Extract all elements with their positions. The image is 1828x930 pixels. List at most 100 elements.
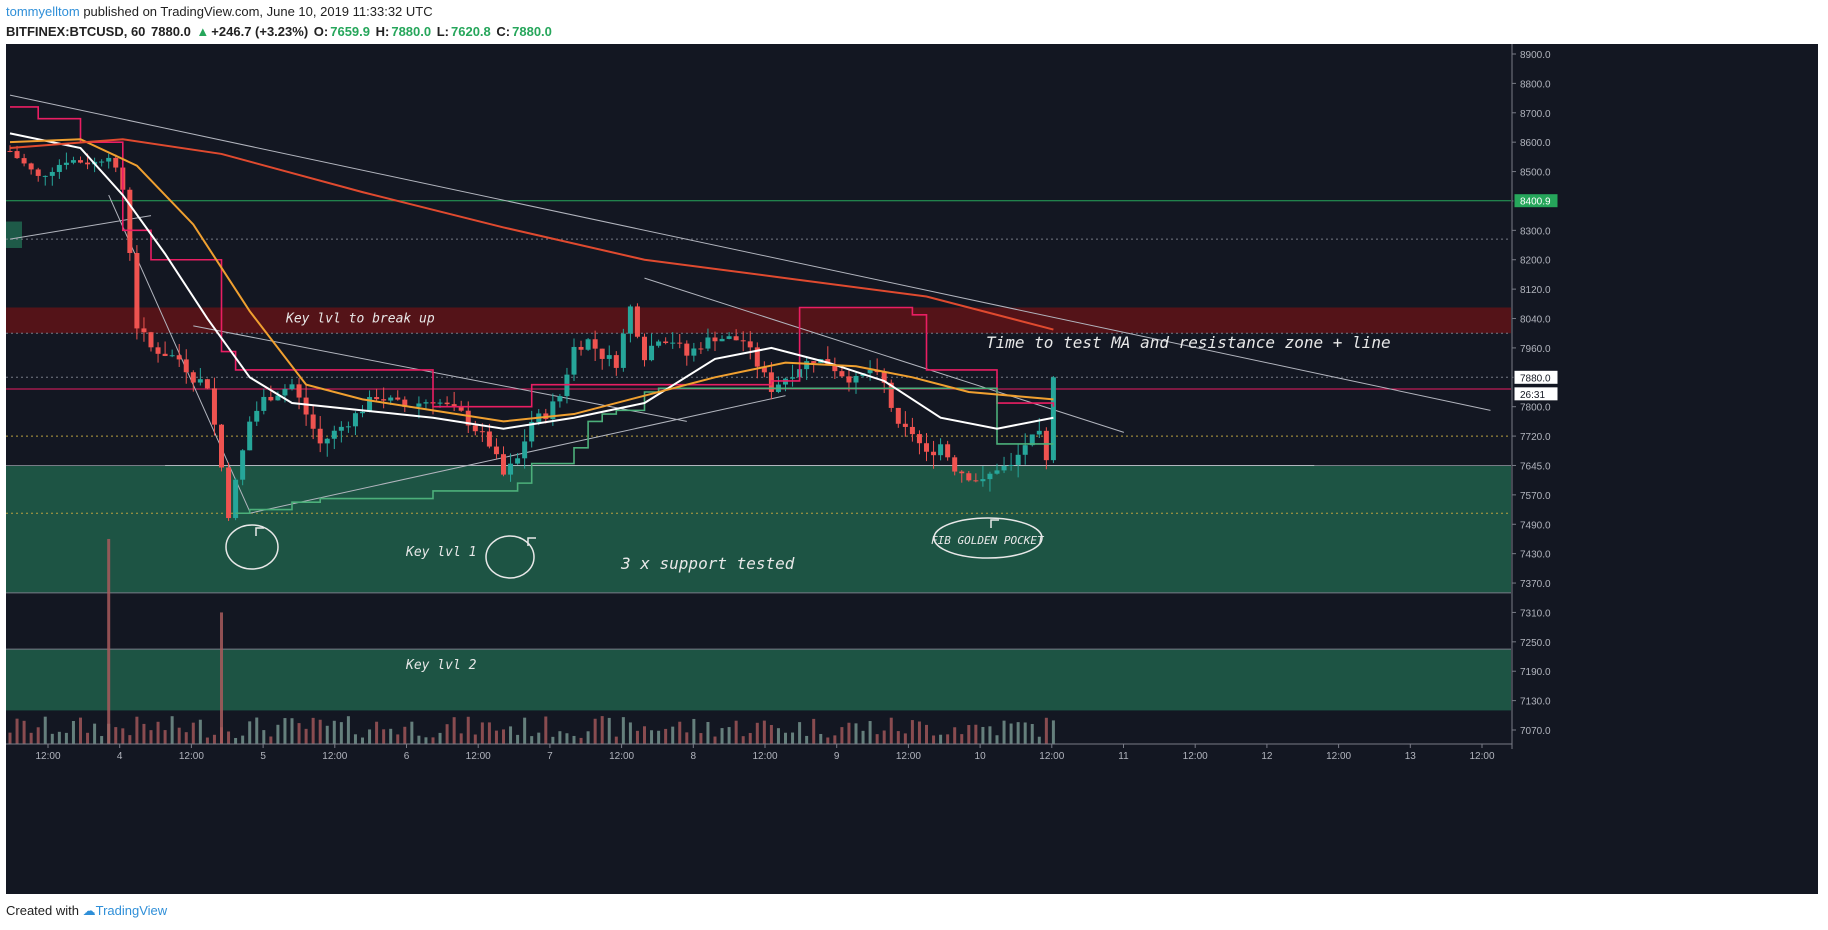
- volume-bar: [917, 721, 921, 744]
- candle-body: [1022, 445, 1028, 455]
- volume-bar: [523, 717, 527, 744]
- price-label: 26:31: [1520, 390, 1545, 401]
- candle-body: [28, 163, 34, 170]
- zone-2: [6, 307, 1511, 334]
- volume-bar: [755, 722, 759, 744]
- candle-body: [832, 364, 838, 372]
- volume-bar: [114, 727, 118, 744]
- volume-bar: [516, 734, 520, 744]
- volume-bar: [734, 720, 738, 744]
- candle-body: [7, 150, 13, 152]
- candle-body: [508, 463, 514, 475]
- moving-average-1: [9, 138, 1054, 423]
- volume-bar: [509, 726, 513, 744]
- volume-spike: [220, 612, 223, 744]
- candle-body: [113, 157, 119, 168]
- annotation-text-1: Time to test MA and resistance zone + li…: [986, 333, 1391, 352]
- candle-body: [162, 353, 168, 356]
- candle-body: [909, 426, 915, 435]
- volume-bar: [502, 729, 505, 744]
- candle-body: [761, 366, 767, 373]
- candle-body: [1029, 434, 1035, 446]
- volume-bar: [854, 723, 858, 744]
- tradingview-logo-icon[interactable]: ☁: [82, 903, 96, 918]
- volume-bar: [784, 732, 787, 744]
- chart-area[interactable]: Key lvl to break up Time to test MA and r…: [6, 44, 1818, 894]
- candle-body: [134, 253, 140, 329]
- volume-bar: [960, 734, 964, 744]
- volume-bar: [798, 722, 802, 744]
- volume-bar: [184, 732, 188, 744]
- candle-body: [458, 406, 464, 411]
- last-price: 7880.0: [151, 24, 191, 39]
- volume-bar: [424, 737, 428, 744]
- volume-bar: [748, 732, 752, 744]
- y-tick-label: 7370.0: [1520, 579, 1551, 590]
- candle-body: [360, 411, 365, 414]
- candle-body: [747, 341, 753, 348]
- candle-body: [479, 431, 485, 433]
- volume-bar: [276, 724, 280, 744]
- candle-body: [219, 424, 224, 468]
- volume-bar: [565, 733, 569, 744]
- volume-bar: [156, 721, 160, 744]
- candle-body: [155, 347, 161, 354]
- volume-bar: [692, 718, 696, 744]
- volume-bar: [93, 723, 97, 744]
- volume-bar: [671, 726, 675, 744]
- y-tick-label: 8120.0: [1520, 285, 1551, 296]
- y-tick-label: 8800.0: [1520, 79, 1551, 90]
- volume-bar: [643, 726, 646, 744]
- price-label-box: [1513, 386, 1559, 402]
- volume-bar: [607, 717, 611, 744]
- candle-body: [938, 444, 944, 456]
- volume-bar: [205, 737, 209, 744]
- x-tick-label: 12:00: [322, 751, 347, 762]
- volume-bar: [50, 733, 54, 744]
- volume-bar: [459, 733, 463, 744]
- zone-0: [6, 465, 1511, 593]
- candle-body: [620, 333, 626, 368]
- volume-bar: [128, 735, 132, 744]
- price-label-box: [1513, 193, 1559, 209]
- volume-bar: [487, 722, 491, 744]
- candle-body: [980, 479, 986, 482]
- candle-body: [1001, 465, 1007, 471]
- candle-body: [945, 444, 951, 458]
- tradingview-brand[interactable]: TradingView: [95, 903, 168, 918]
- candle-body: [303, 397, 309, 415]
- volume-bar: [389, 728, 393, 744]
- y-tick-label: 7190.0: [1520, 667, 1551, 678]
- candle-body: [585, 339, 591, 350]
- candle-body: [592, 339, 598, 349]
- volume-bar: [43, 716, 47, 744]
- candle-body: [324, 438, 330, 444]
- candle-body: [550, 401, 556, 419]
- y-tick-label: 7310.0: [1520, 608, 1551, 619]
- candle-body: [987, 473, 993, 480]
- price-label-box: [1513, 369, 1559, 385]
- x-tick-label: 10: [975, 751, 987, 762]
- candle-body: [395, 397, 401, 400]
- volume-bar: [57, 731, 61, 744]
- volume-bar: [396, 734, 400, 744]
- candle-body: [416, 403, 422, 407]
- candle-body: [642, 336, 647, 361]
- price-label: 7880.0: [1520, 373, 1551, 384]
- symbol-line: BITFINEX:BTCUSD, 60 7880.0 ▲ +246.7 (+3.2…: [6, 22, 1806, 42]
- open-label: O:: [313, 24, 329, 39]
- candle-body: [881, 372, 887, 383]
- candle-body: [613, 355, 619, 368]
- candle-body: [634, 306, 640, 337]
- volume-bar: [339, 722, 343, 744]
- volume-bar: [1002, 720, 1006, 744]
- volume-bar: [600, 716, 604, 744]
- high-label: H:: [375, 24, 390, 39]
- candle-body: [240, 450, 246, 480]
- candle-body: [649, 345, 655, 361]
- author-link[interactable]: tommyelltom: [6, 4, 80, 19]
- volume-bar: [657, 730, 661, 744]
- candle-body: [190, 372, 196, 383]
- price-chart[interactable]: Key lvl to break up Time to test MA and r…: [6, 44, 1818, 894]
- candle-body: [268, 396, 274, 401]
